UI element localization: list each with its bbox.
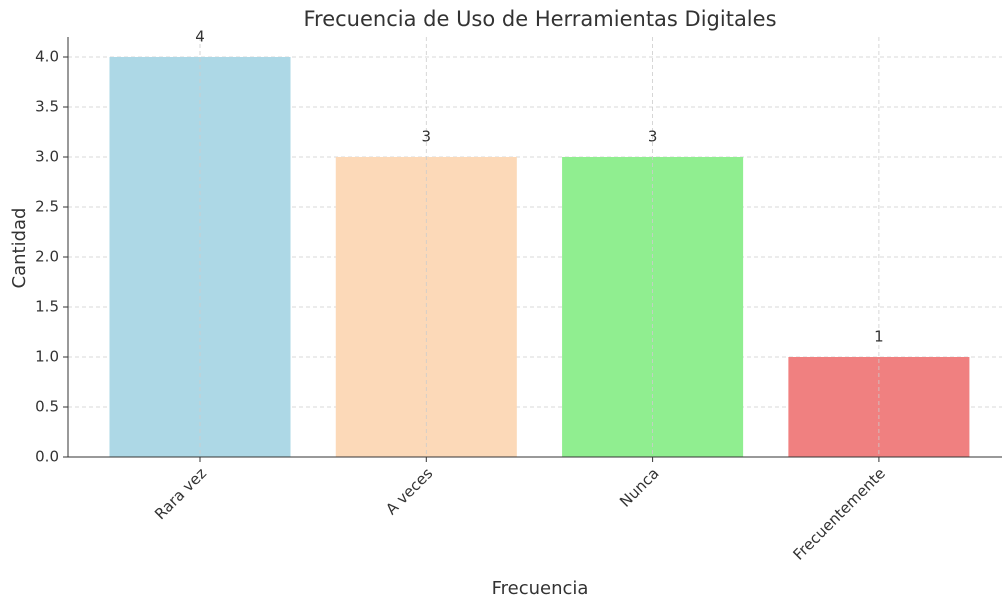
y-axis-label: Cantidad [9,208,30,289]
y-tick-label: 3.0 [35,148,59,166]
y-tick-label: 0.5 [35,398,59,416]
bar [788,357,970,457]
value-label: 3 [422,128,432,146]
x-tick-label: A veces [382,464,436,518]
y-tick-label: 4.0 [35,48,59,66]
y-tick-label: 3.5 [35,98,59,116]
y-tick-label: 2.0 [35,248,59,266]
chart-title: Frecuencia de Uso de Herramientas Digita… [303,7,776,31]
y-tick-label: 2.5 [35,198,59,216]
x-axis-label: Frecuencia [492,578,589,599]
value-label: 3 [648,128,658,146]
x-tick-label: Frecuentemente [789,464,888,563]
y-tick-label: 1.5 [35,298,59,316]
value-label: 1 [874,328,884,346]
y-tick-label: 1.0 [35,348,59,366]
x-tick-label: Nunca [616,464,662,510]
value-label: 4 [195,28,205,46]
x-tick-label: Rara vez [151,464,210,523]
y-tick-label: 0.0 [35,448,59,466]
